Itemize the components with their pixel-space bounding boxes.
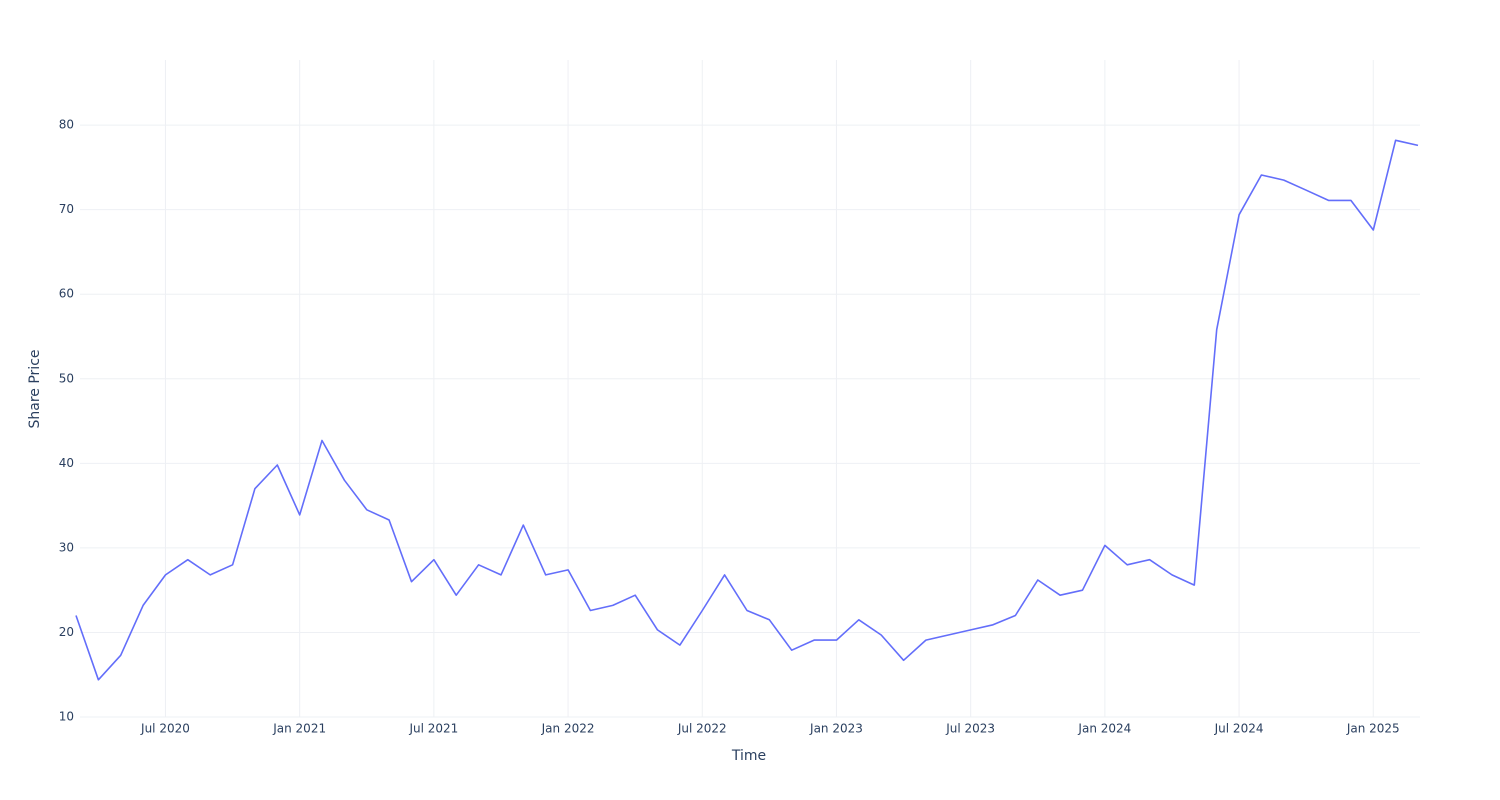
- x-tick-label: Jan 2022: [541, 722, 595, 736]
- x-tick-label: Jan 2025: [1346, 722, 1400, 736]
- x-tick-label: Jul 2024: [1214, 722, 1264, 736]
- y-tick-label: 10: [59, 710, 74, 724]
- x-tick-label: Jul 2020: [140, 722, 190, 736]
- x-tick-label: Jan 2024: [1077, 722, 1131, 736]
- x-tick-label: Jul 2023: [945, 722, 995, 736]
- y-tick-label: 70: [59, 202, 74, 216]
- y-tick-label: 60: [59, 287, 74, 301]
- y-tick-label: 50: [59, 371, 74, 385]
- x-tick-label: Jan 2023: [809, 722, 863, 736]
- y-tick-label: 40: [59, 456, 74, 470]
- y-axis-title: Share Price: [27, 349, 43, 428]
- x-tick-label: Jan 2021: [272, 722, 326, 736]
- y-tick-label: 30: [59, 540, 74, 554]
- x-tick-label: Jul 2021: [408, 722, 458, 736]
- x-tick-label: Jul 2022: [677, 722, 727, 736]
- line-series: [75, 139, 1419, 681]
- y-tick-label: 20: [59, 625, 74, 639]
- y-tick-label: 80: [59, 118, 74, 132]
- x-axis-title: Time: [731, 748, 766, 764]
